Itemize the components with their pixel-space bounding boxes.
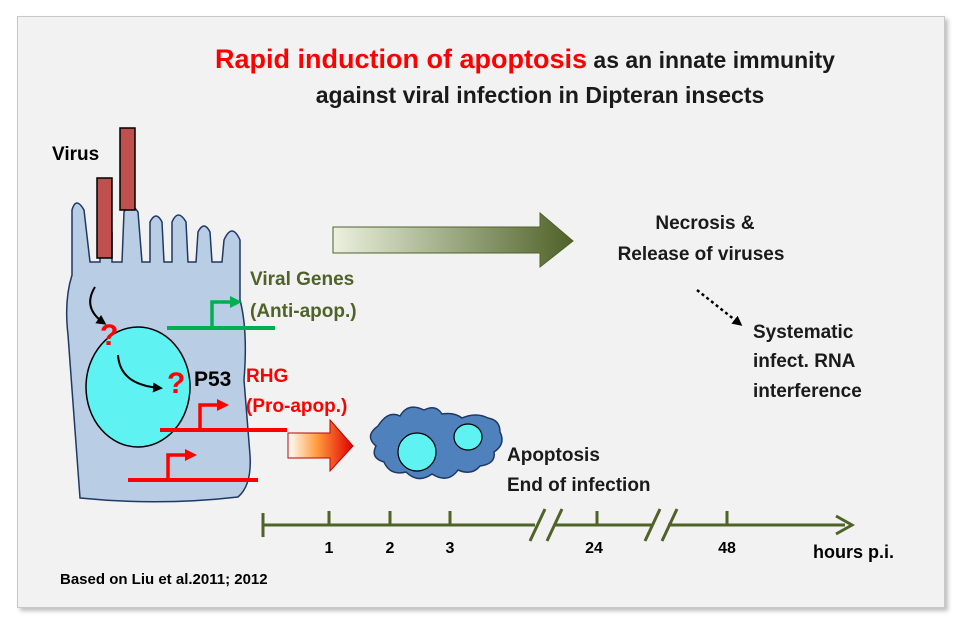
timeline-arrowhead (835, 514, 856, 536)
question-mark-2: ? (167, 367, 185, 400)
virus-rod-2 (96, 177, 113, 259)
rhg-promoter-arrow-1 (198, 399, 229, 430)
apoptosis-arrow (287, 418, 354, 473)
signal-arrow-2 (117, 354, 163, 393)
rhg-label: RHG (246, 366, 288, 387)
p53-label: P53 (194, 368, 231, 391)
apoptotic-nucleus-2 (453, 423, 483, 451)
nucleus (85, 326, 191, 448)
title-red-part: Rapid induction of apoptosis (215, 44, 587, 74)
systematic-label-line3: interference (753, 381, 862, 402)
question-mark-1: ? (100, 319, 118, 352)
apoptotic-cell (369, 406, 503, 480)
title-black-part: as an innate immunity (587, 47, 835, 73)
signal-arrow-1 (89, 286, 107, 325)
necrosis-arrow (332, 211, 574, 269)
tick-label-1: 1 (325, 540, 334, 557)
viral-genes-label: Viral Genes (250, 269, 354, 290)
tick-label-3: 3 (446, 540, 455, 557)
apoptosis-label-line1: Apoptosis (507, 445, 600, 466)
pro-apop-label: (Pro-apop.) (246, 396, 347, 417)
tick-label-24: 24 (585, 540, 603, 557)
systematic-label-line1: Systematic (753, 322, 854, 343)
viral-gene-promoter-arrow (210, 296, 242, 328)
tick-label-2: 2 (386, 540, 395, 557)
necrosis-label-line2: Release of viruses (618, 244, 785, 265)
timeline-break-2a (643, 508, 662, 542)
title-line1: Rapid induction of apoptosis as an innat… (215, 44, 835, 74)
timeline (261, 508, 856, 542)
rhg-promoter-arrow-2 (166, 449, 197, 480)
dotted-arrow (696, 289, 743, 326)
virus-label: Virus (52, 144, 99, 165)
systematic-label-line2: infect. RNA (753, 351, 856, 372)
anti-apop-label: (Anti-apop.) (250, 301, 357, 322)
timeline-break-1a (528, 508, 547, 542)
title-line2: against viral infection in Dipteran inse… (316, 82, 765, 108)
timeline-unit-label: hours p.i. (813, 542, 894, 562)
apoptosis-label-line2: End of infection (507, 475, 651, 496)
necrosis-label-line1: Necrosis & (655, 213, 755, 234)
citation: Based on Liu et al.2011; 2012 (60, 571, 268, 588)
virus-rod-1 (119, 127, 136, 211)
tick-label-48: 48 (718, 540, 736, 557)
apoptotic-nucleus-1 (397, 432, 437, 472)
